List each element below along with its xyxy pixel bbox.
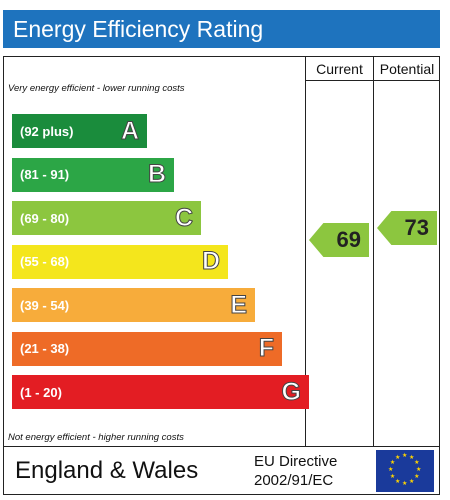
eu-star-icon: ★ — [416, 467, 422, 473]
directive-title: EU Directive — [254, 453, 338, 470]
eu-flag-icon: ★ ★ ★ ★ ★ ★ ★ ★ ★ ★ ★ ★ — [376, 450, 434, 492]
eu-star-icon: ★ — [389, 474, 396, 480]
column-divider-current — [305, 56, 306, 447]
eu-star-icon: ★ — [409, 454, 415, 461]
potential-column-header: Potential — [379, 61, 435, 77]
band-range-label: (92 plus) — [20, 123, 74, 139]
current-rating-arrow: 69 — [309, 223, 369, 257]
eu-star-icon: ★ — [402, 453, 408, 459]
rating-band-f: (21 - 38) F — [12, 331, 282, 366]
rating-table — [3, 56, 440, 447]
band-range-label: (69 - 80) — [20, 210, 70, 226]
rating-band-d: (55 - 68) D — [12, 244, 228, 279]
rating-band-a: (92 plus) A — [12, 114, 147, 148]
rating-band-b: (81 - 91) B — [12, 157, 174, 192]
band-range-label: (55 - 68) — [20, 254, 70, 269]
eu-star-icon: ★ — [414, 474, 420, 480]
band-range-label: (21 - 38) — [20, 341, 70, 356]
current-column-header: Current — [316, 61, 363, 77]
band-letter: F — [258, 334, 274, 363]
eu-star-icon: ★ — [402, 481, 408, 487]
page-title: Energy Efficiency Rating — [3, 10, 440, 48]
column-divider-potential — [373, 56, 374, 447]
eu-star-icon: ★ — [414, 460, 420, 466]
directive-code: 2002/91/EC — [254, 472, 334, 489]
efficient-note: Very energy efficient - lower running co… — [8, 83, 185, 94]
potential-rating-value: 73 — [404, 215, 429, 240]
eu-star-icon: ★ — [395, 454, 401, 461]
band-range-label: (81 - 91) — [20, 167, 70, 182]
band-range-label: (1 - 20) — [20, 384, 62, 400]
header-divider — [305, 80, 440, 81]
eu-directive: EU Directive 2002/91/EC — [254, 452, 337, 490]
rating-band-c: (69 - 80) C — [12, 201, 201, 235]
potential-rating-arrow: 73 — [377, 211, 437, 245]
region-label: England & Wales — [15, 457, 199, 484]
footer: England & Wales EU Directive 2002/91/EC … — [3, 447, 440, 495]
inefficient-note: Not energy efficient - higher running co… — [8, 432, 184, 443]
rating-band-e: (39 - 54) E — [12, 288, 255, 322]
band-letter: A — [120, 116, 139, 145]
band-letter: G — [281, 377, 301, 406]
band-range-label: (39 - 54) — [20, 297, 70, 313]
current-rating-value: 69 — [336, 227, 361, 252]
band-letter: B — [147, 160, 166, 189]
band-letter: D — [201, 247, 220, 276]
eu-star-icon: ★ — [409, 479, 415, 486]
eu-star-icon: ★ — [389, 460, 396, 466]
band-letter: C — [174, 203, 193, 232]
band-letter: E — [230, 290, 248, 319]
eu-star-icon: ★ — [388, 467, 394, 473]
eu-star-icon: ★ — [395, 479, 401, 486]
rating-band-g: (1 - 20) G — [12, 375, 309, 409]
